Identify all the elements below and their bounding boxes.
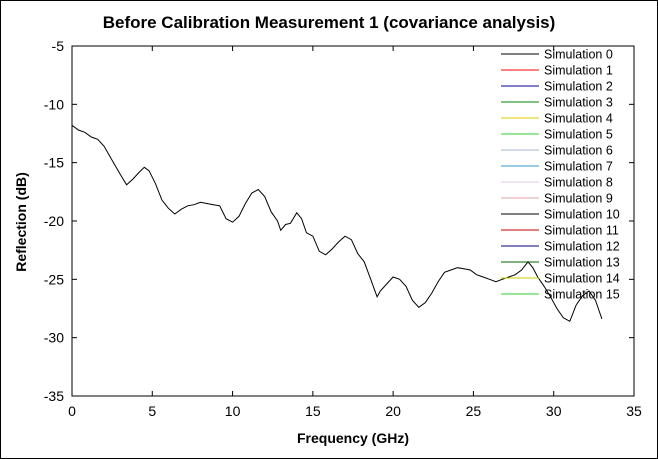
x-axis-label: Frequency (GHz) [297,430,409,446]
y-tick-label: -30 [44,330,64,346]
legend-label: Simulation 13 [544,256,620,270]
legend-label: Simulation 12 [544,240,620,254]
legend-label: Simulation 4 [544,112,613,126]
legend-label: Simulation 14 [544,272,620,286]
x-tick-label: 5 [148,403,156,419]
legend-label: Simulation 7 [544,160,613,174]
legend-label: Simulation 10 [544,208,620,222]
x-tick-label: 35 [626,403,642,419]
legend-label: Simulation 0 [544,48,613,62]
legend-label: Simulation 11 [544,224,619,238]
legend-label: Simulation 15 [544,288,620,302]
plot-area: 0 5 10 15 20 25 30 35 -5 -10 -15 -20 -25 -30 -35 Simula… [44,38,642,419]
legend-label: Simulation 2 [544,80,613,94]
y-tick-label: -10 [44,96,64,112]
legend-label: Simulation 8 [544,176,613,190]
series-line [71,124,603,323]
y-tick-label: -25 [44,271,64,287]
y-axis-label: Reflection (dB) [13,172,29,272]
legend-label: Simulation 1 [544,64,613,78]
legend-label: Simulation 6 [544,144,613,158]
x-tick-label: 25 [466,403,482,419]
x-tick-label: 20 [385,403,401,419]
y-tick-label: -35 [44,388,64,404]
legend-label: Simulation 9 [544,192,613,206]
x-tick-label: 15 [305,403,321,419]
y-tick-label: -15 [44,155,64,171]
x-tick-label: 10 [225,403,241,419]
legend-label: Simulation 5 [544,128,613,142]
x-tick-label: 30 [546,403,562,419]
x-tick-label: 0 [68,403,76,419]
y-tick-label: -20 [44,213,64,229]
legend-label: Simulation 3 [544,96,613,110]
chart-title: Before Calibration Measurement 1 (covari… [103,13,556,32]
y-tick-label: -5 [52,38,65,54]
